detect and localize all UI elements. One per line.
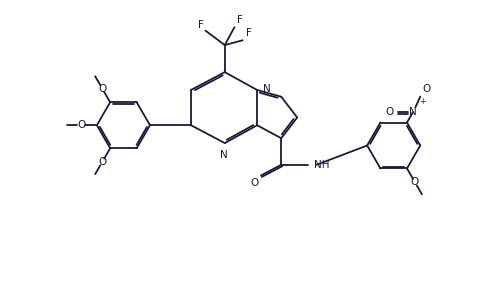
Text: O: O [411,177,419,187]
Text: F: F [198,20,204,30]
Text: N: N [409,107,417,117]
Text: O: O [386,107,394,117]
Text: O: O [422,84,430,94]
Text: O: O [98,84,106,94]
Text: O: O [98,157,106,166]
Text: ·: · [428,82,431,91]
Text: F: F [237,15,243,25]
Text: F: F [246,28,252,38]
Text: O: O [77,120,86,130]
Text: N: N [263,84,271,94]
Text: N: N [220,150,228,160]
Text: +: + [419,97,425,106]
Text: NH: NH [314,160,329,170]
Text: O: O [250,178,258,188]
